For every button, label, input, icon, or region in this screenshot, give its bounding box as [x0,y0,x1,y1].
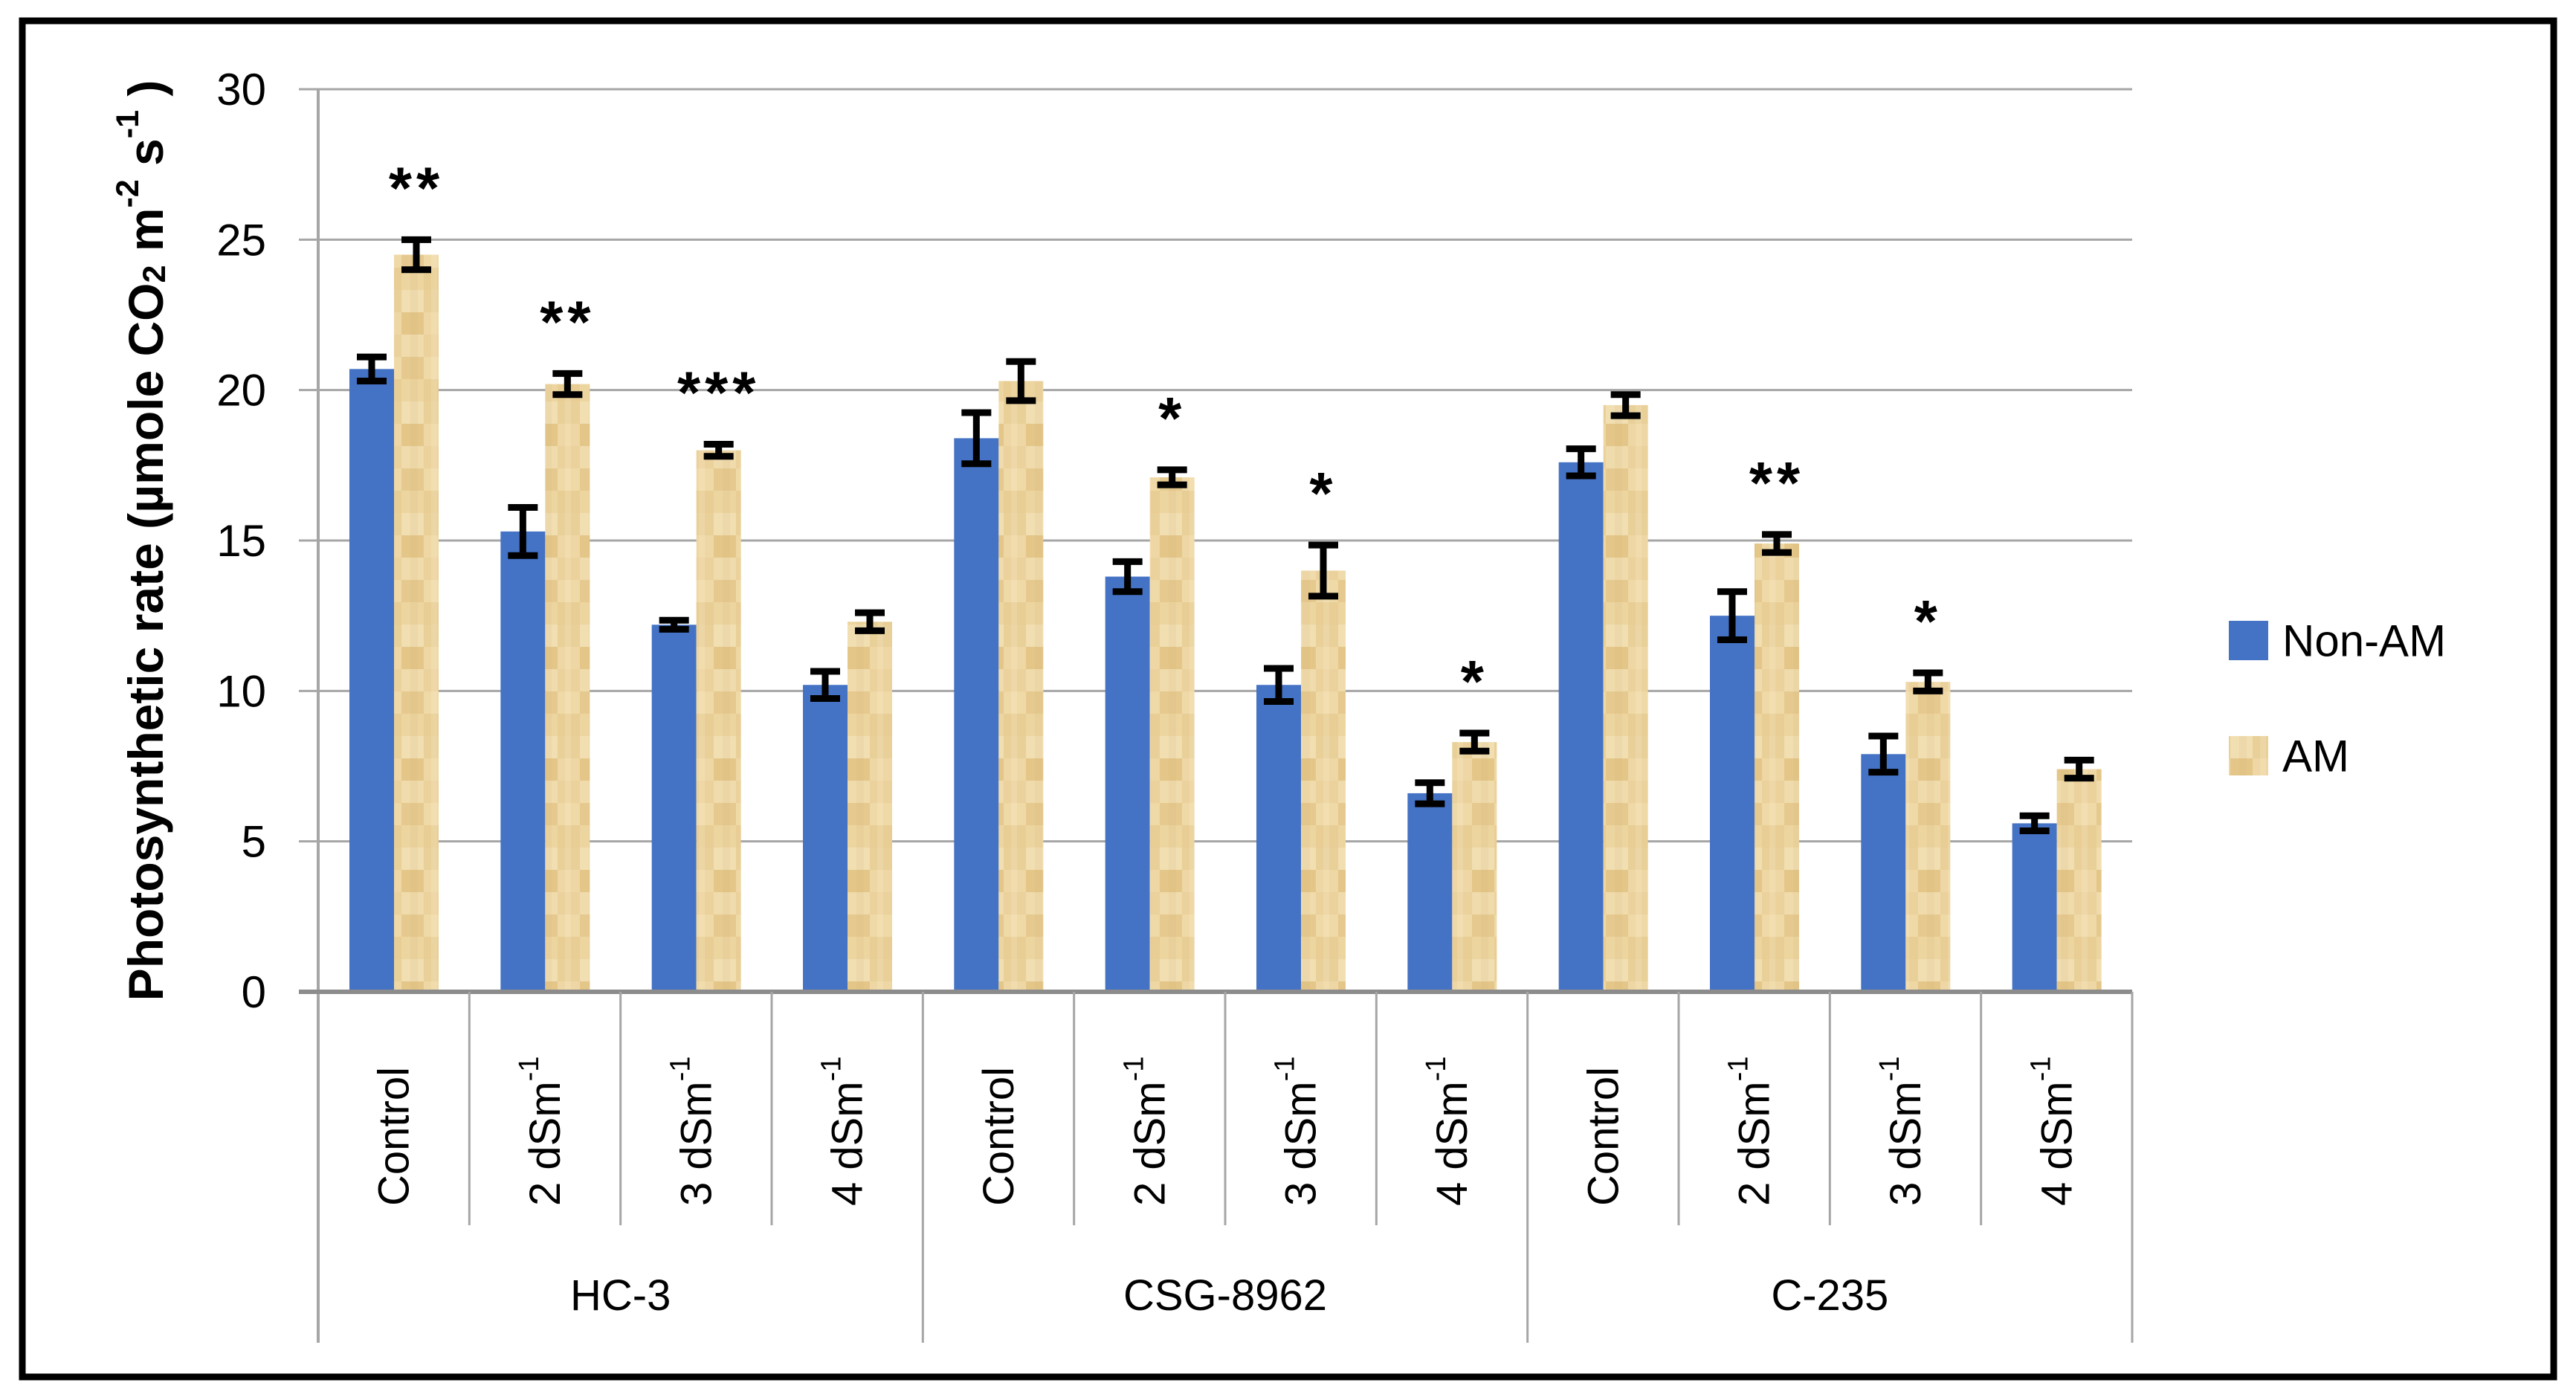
bar-non-am [500,531,546,992]
y-tick-label: 10 [216,666,266,716]
error-bar [2064,756,2094,782]
category-label: 3 dSm-1 [1270,1056,1326,1206]
error-bar [1717,588,1747,644]
significance-marker: *** [677,360,760,426]
error-bar [1913,669,1943,694]
error-bar [1308,541,1338,600]
bar-am [998,381,1044,992]
bar-am [1301,570,1346,992]
bar-am [696,450,741,992]
bar-non-am [1558,462,1604,992]
error-bar [1415,779,1445,807]
error-bar [1459,729,1490,755]
category-label: 4 dSm-1 [2025,1056,2081,1206]
bar-am [1603,404,1648,992]
legend: Non-AM AM [2229,616,2446,781]
category-label: 4 dSm-1 [816,1056,872,1206]
error-bar [1762,531,1792,556]
error-bar [659,616,689,633]
category-label: 2 dSm-1 [514,1056,569,1206]
bar-non-am [1710,616,1755,992]
error-bar [2019,812,2050,834]
group-label: CSG-8962 [1123,1271,1327,1320]
y-tick-label: 15 [216,516,266,566]
bar-am [2056,769,2102,992]
significance-marker: ** [1749,450,1804,516]
bar-non-am [1105,576,1150,992]
bar-non-am [954,438,999,992]
bar-am [394,254,439,993]
bar-am [545,384,590,992]
bar-non-am [803,685,848,992]
error-bar [1610,391,1641,419]
error-bar [1112,558,1143,596]
error-bar [1566,445,1596,480]
bar-non-am [349,369,394,993]
bar-non-am [651,625,697,992]
category-label: Control [369,1067,418,1206]
bar-non-am [1861,754,1906,992]
legend-swatch-non-am [2229,621,2268,660]
significance-marker: * [1309,460,1337,526]
category-label: Control [975,1067,1023,1206]
bar-am [1149,477,1195,992]
category-label: 2 dSm-1 [1723,1056,1779,1206]
category-label: 3 dSm-1 [665,1056,720,1206]
error-bar [855,609,885,634]
group-label: HC-3 [570,1271,671,1320]
bar-non-am [1407,793,1453,992]
y-tick-label: 0 [242,967,266,1017]
y-tick-label: 30 [216,65,266,114]
y-axis-title: Photosynthetic rate (µmole CO2 m-2 s-1 ) [110,80,173,1001]
bar-am [1452,742,1497,992]
error-bar [401,236,431,274]
error-bar [552,370,583,399]
group-label: C-235 [1771,1271,1888,1320]
error-bar [508,503,538,559]
error-bar [1264,665,1294,705]
bar-non-am [1256,685,1301,992]
significance-marker: * [1461,648,1488,714]
bar-am [848,622,892,992]
category-label: 3 dSm-1 [1874,1056,1930,1206]
bar-am [1905,682,1951,992]
error-bar [1157,466,1187,488]
category-label: Control [1579,1067,1627,1206]
legend-label-am: AM [2282,732,2349,781]
significance-marker: ** [389,155,444,221]
y-tick-label: 20 [216,366,266,416]
legend-swatch-am [2229,736,2268,775]
bar-non-am [2012,823,2057,992]
error-bar [1006,358,1036,404]
error-bar [703,441,734,460]
category-label: 2 dSm-1 [1118,1056,1174,1206]
error-bar [357,353,387,385]
y-tick-label: 5 [242,817,266,867]
category-label: 4 dSm-1 [1421,1056,1476,1206]
bar-am [1755,543,1799,992]
error-bar [810,668,840,702]
y-tick-label: 25 [216,215,266,265]
figure-border [19,17,2557,1381]
error-bar [961,409,992,468]
significance-marker: ** [540,288,595,355]
legend-label-non-am: Non-AM [2282,616,2446,666]
error-bar [1868,732,1899,776]
significance-marker: * [1158,385,1186,451]
significance-marker: * [1914,588,1942,654]
